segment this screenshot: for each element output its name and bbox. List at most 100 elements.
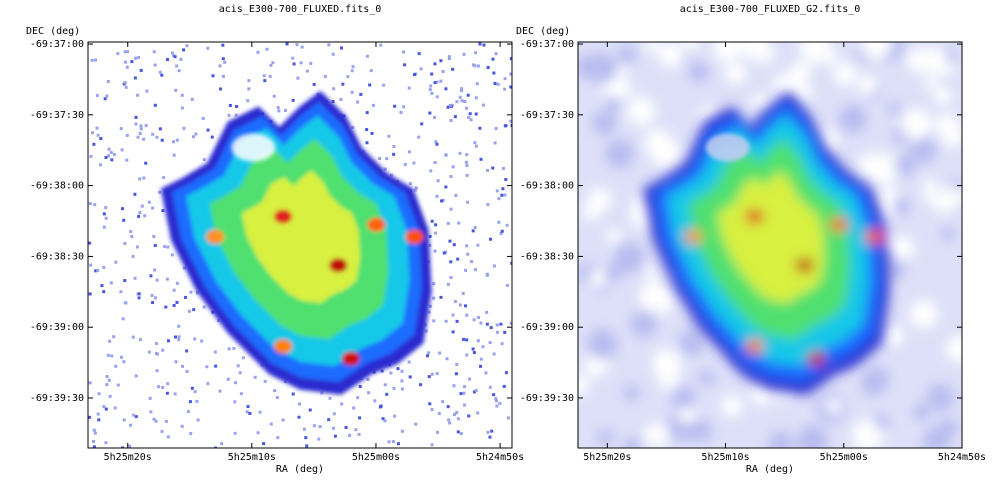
plot-frame — [577, 41, 963, 449]
panel-title: acis_E300-700_FLUXED.fits_0 — [219, 4, 382, 15]
noise-pixel — [305, 69, 309, 73]
noise-pixel — [106, 353, 110, 357]
noise-pixel — [460, 89, 464, 93]
hot-spot — [830, 217, 849, 232]
noise-pixel — [152, 417, 156, 421]
noise-pixel — [246, 99, 250, 103]
noise-pixel — [486, 203, 490, 207]
hot-spot — [745, 209, 764, 224]
noise-pixel — [471, 347, 475, 351]
noise-pixel — [271, 61, 275, 65]
noise-pixel — [446, 282, 450, 286]
noise-pixel — [161, 385, 165, 389]
noise-pixel — [348, 433, 352, 437]
noise-pixel — [104, 441, 108, 445]
noise-blob — [891, 237, 915, 261]
noise-pixel — [332, 87, 336, 91]
noise-pixel — [153, 268, 157, 272]
noise-pixel — [486, 430, 490, 434]
noise-pixel — [104, 216, 108, 220]
noise-pixel — [428, 243, 432, 247]
noise-pixel — [180, 424, 184, 428]
noise-pixel — [121, 317, 125, 321]
noise-pixel — [151, 132, 155, 136]
noise-pixel — [373, 399, 377, 403]
noise-blob — [860, 42, 893, 59]
noise-pixel — [114, 260, 118, 264]
noise-blob — [887, 101, 902, 116]
noise-blob — [800, 42, 832, 64]
y-tick-label: -69:39:30 — [520, 393, 574, 404]
noise-pixel — [283, 108, 287, 112]
noise-pixel — [428, 402, 432, 406]
noise-pixel — [190, 386, 194, 390]
noise-pixel — [382, 83, 386, 87]
noise-pixel — [448, 421, 452, 425]
noise-pixel — [488, 385, 492, 389]
noise-pixel — [465, 313, 469, 317]
noise-pixel — [494, 52, 498, 56]
noise-pixel — [177, 335, 181, 339]
noise-blob — [606, 228, 622, 244]
noise-pixel — [441, 400, 445, 404]
noise-pixel — [400, 387, 404, 391]
noise-pixel — [94, 269, 98, 273]
noise-pixel — [453, 115, 457, 119]
noise-pixel — [499, 322, 503, 326]
noise-pixel — [481, 103, 485, 107]
noise-blob — [909, 300, 938, 329]
noise-pixel — [128, 444, 132, 448]
noise-pixel — [339, 97, 343, 101]
noise-pixel — [430, 219, 434, 223]
noise-pixel — [493, 141, 497, 145]
noise-blob — [894, 155, 916, 177]
noise-pixel — [442, 251, 446, 255]
noise-pixel — [413, 188, 417, 192]
noise-pixel — [189, 290, 193, 294]
x-tick-label: 5h24m50s — [938, 452, 986, 463]
noise-pixel — [158, 127, 162, 131]
noise-pixel — [458, 95, 462, 99]
noise-pixel — [221, 43, 225, 47]
noise-pixel — [95, 93, 99, 97]
noise-pixel — [105, 94, 109, 98]
hot-spot — [206, 229, 225, 244]
noise-pixel — [226, 377, 230, 381]
noise-pixel — [193, 337, 197, 341]
noise-pixel — [200, 339, 204, 343]
noise-pixel — [490, 429, 494, 433]
noise-pixel — [116, 383, 120, 387]
noise-pixel — [444, 319, 448, 323]
noise-pixel — [419, 67, 423, 71]
noise-pixel — [447, 55, 451, 59]
noise-pixel — [144, 161, 148, 165]
noise-pixel — [331, 426, 335, 430]
noise-pixel — [206, 382, 210, 386]
noise-pixel — [102, 225, 106, 229]
noise-pixel — [458, 303, 462, 307]
image — [88, 42, 512, 448]
noise-pixel — [430, 72, 434, 76]
noise-blob — [922, 178, 938, 193]
noise-pixel — [206, 128, 210, 132]
y-axis-label: DEC (deg) — [26, 26, 80, 37]
noise-pixel — [419, 383, 423, 387]
noise-pixel — [407, 150, 411, 154]
x-tick-label: 5h25m20s — [583, 452, 631, 463]
noise-pixel — [175, 138, 179, 142]
noise-pixel — [331, 52, 335, 56]
noise-pixel — [247, 79, 251, 83]
noise-pixel — [175, 281, 179, 285]
noise-pixel — [133, 276, 137, 280]
plot-frame — [87, 41, 513, 449]
noise-pixel — [387, 440, 391, 444]
noise-pixel — [489, 237, 493, 241]
noise-pixel — [393, 414, 397, 418]
noise-pixel — [463, 99, 467, 103]
noise-pixel — [164, 419, 168, 423]
noise-pixel — [158, 70, 162, 74]
noise-pixel — [298, 402, 302, 406]
noise-pixel — [439, 295, 443, 299]
noise-pixel — [474, 51, 478, 55]
noise-pixel — [412, 161, 416, 165]
